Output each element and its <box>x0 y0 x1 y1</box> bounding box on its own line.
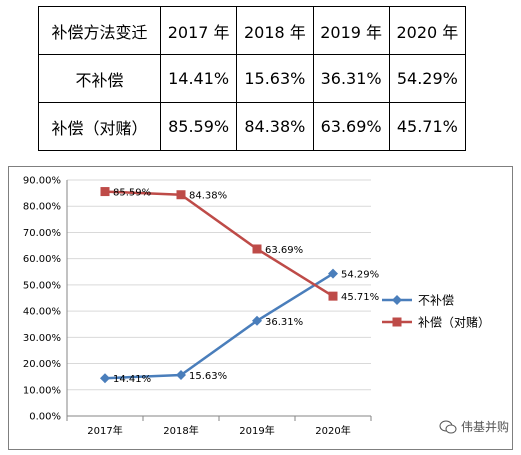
table-row: 不补偿 14.41% 15.63% 36.31% 54.29% <box>38 54 467 103</box>
line-chart: 0.00% 10.00% 20.00% 30.00% 40.00% 50.00% 60.00… <box>23 176 490 438</box>
comparison-table-wrap: 补偿方法变迁 2017 年 2018 年 2019 年 2020 年 不补偿 1… <box>38 6 467 151</box>
data-point <box>100 187 110 197</box>
y-tick-label: 40.00% <box>23 307 61 318</box>
data-point <box>100 373 110 384</box>
data-label: 54.29% <box>341 270 379 281</box>
y-tick-label: 30.00% <box>23 333 61 344</box>
data-label: 85.59% <box>113 188 151 199</box>
data-label: 15.63% <box>189 371 227 382</box>
data-point <box>252 315 262 326</box>
legend-marker <box>392 295 402 305</box>
watermark: 伟基并购 <box>439 418 509 435</box>
comparison-table: 补偿方法变迁 2017 年 2018 年 2019 年 2020 年 不补偿 1… <box>38 6 467 151</box>
data-point <box>176 190 186 200</box>
y-tick-label: 90.00% <box>23 176 61 187</box>
series-line-0 <box>104 272 334 380</box>
y-tick-label: 20.00% <box>23 359 61 370</box>
legend-label: 补偿（对赌） <box>418 315 490 330</box>
y-tick-label: 0.00% <box>29 412 61 423</box>
y-tick-label: 50.00% <box>23 280 61 291</box>
table-cell: 85.59% <box>159 102 238 151</box>
legend-marker <box>392 317 402 327</box>
y-tick-label: 70.00% <box>23 228 61 239</box>
data-label: 84.38% <box>189 191 227 202</box>
y-tick-label: 10.00% <box>23 385 61 396</box>
x-tick-label: 2020年 <box>315 424 350 437</box>
data-label: 63.69% <box>265 245 303 256</box>
watermark-text: 伟基并购 <box>460 420 509 434</box>
legend-label: 不补偿 <box>418 293 454 308</box>
series-line-1 <box>104 190 334 298</box>
table-cell: 84.38% <box>236 102 314 151</box>
table-header-cell: 2019 年 <box>312 6 390 55</box>
table-cell: 36.31% <box>312 54 390 103</box>
y-tick-label: 60.00% <box>23 254 61 265</box>
wechat-icon <box>439 420 457 433</box>
data-point <box>328 291 338 301</box>
data-label: 45.71% <box>341 292 379 303</box>
x-tick-label: 2019年 <box>239 424 274 437</box>
table-header-cell: 2020 年 <box>388 6 467 55</box>
data-point <box>176 370 186 381</box>
data-label: 36.31% <box>265 317 303 328</box>
data-point <box>252 244 262 254</box>
chart-frame: 0.00% 10.00% 20.00% 30.00% 40.00% 50.00% 60.00… <box>8 166 513 450</box>
y-tick-label: 80.00% <box>23 202 61 213</box>
table-header-cell: 补偿方法变迁 <box>38 6 161 55</box>
x-tick-label: 2017年 <box>87 424 122 437</box>
table-header-row: 补偿方法变迁 2017 年 2018 年 2019 年 2020 年 <box>38 6 467 55</box>
data-point <box>328 268 338 279</box>
table-cell: 63.69% <box>312 102 390 151</box>
table-cell: 不补偿 <box>38 54 161 103</box>
table-cell: 45.71% <box>388 102 467 151</box>
table-header-cell: 2017 年 <box>159 6 238 55</box>
table-cell: 补偿（对赌） <box>38 102 161 151</box>
table-cell: 15.63% <box>236 54 314 103</box>
table-cell: 14.41% <box>159 54 238 103</box>
data-label: 14.41% <box>113 374 151 385</box>
table-cell: 54.29% <box>388 54 467 103</box>
x-tick-label: 2018年 <box>163 424 198 437</box>
table-row: 补偿（对赌） 85.59% 84.38% 63.69% 45.71% <box>38 102 467 151</box>
table-header-cell: 2018 年 <box>236 6 314 55</box>
